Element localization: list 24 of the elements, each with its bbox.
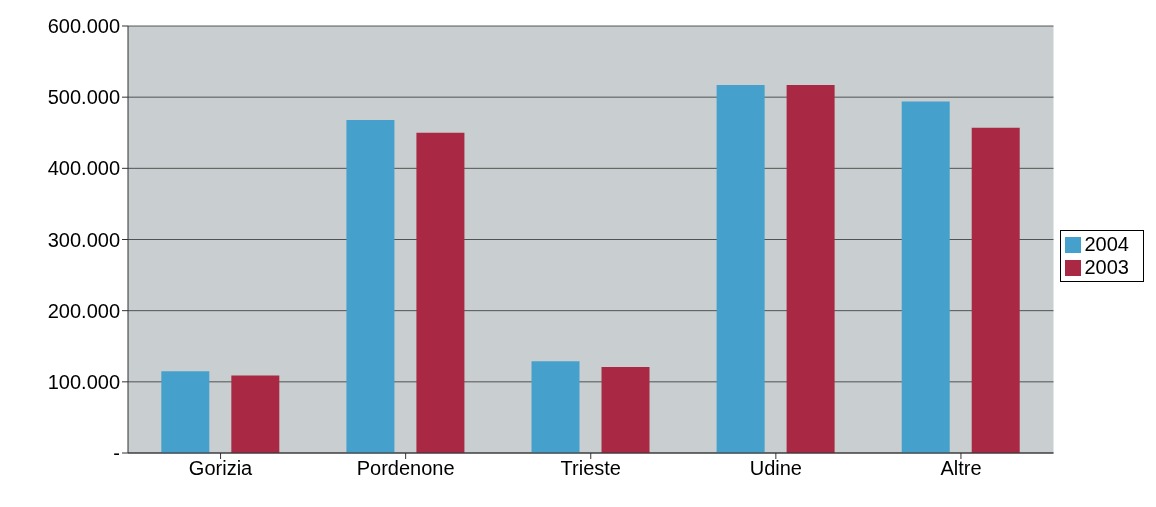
bar [716,85,765,453]
legend-label: 2004 [1084,232,1129,255]
bar [346,119,395,453]
bar [786,85,835,453]
bar [901,101,950,453]
legend-label: 2003 [1084,255,1129,278]
bar [231,375,280,453]
bar [161,371,210,453]
y-tick-label: 100.000 [47,370,120,393]
x-tick-label: Gorizia [188,457,254,480]
y-tick-label: 600.000 [47,15,120,38]
x-tick-label: Udine [749,457,802,480]
y-tick-label: 400.000 [47,157,120,180]
bar [531,361,580,453]
x-tick-label: Pordenone [356,457,455,480]
y-tick-label: 500.000 [47,86,120,109]
bar [971,127,1020,453]
bar [416,132,465,453]
y-tick-label: 200.000 [47,299,120,322]
bar [601,366,650,453]
x-tick-label: Altre [940,457,982,480]
x-tick-label: Trieste [560,457,621,480]
y-tick-label: - [113,442,120,465]
y-tick-label: 300.000 [47,228,120,251]
